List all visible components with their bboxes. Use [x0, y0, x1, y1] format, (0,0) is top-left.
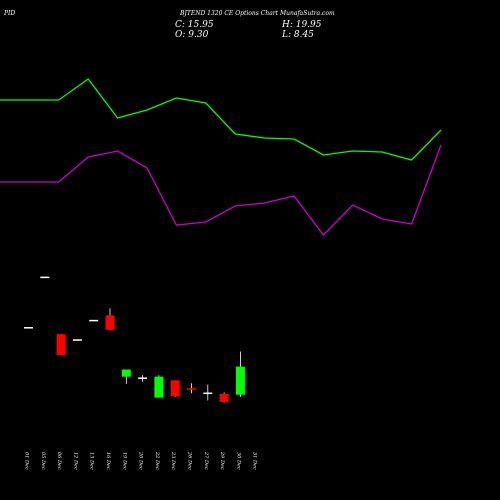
candle	[219, 392, 229, 403]
x-tick-label: 29 Dec	[219, 451, 225, 470]
x-tick-label: 13 Dec	[89, 452, 95, 470]
candle-body	[170, 380, 180, 397]
open-value: O: 9.30	[175, 30, 209, 40]
candle-body	[154, 376, 164, 398]
x-axis-labels: 01 Dec 05 Dec 06 Dec 12 Dec 13 Dec 16 Dec 19 D…	[24, 451, 258, 470]
candle-body	[89, 319, 99, 322]
x-tick-label: 06 Dec	[56, 452, 62, 470]
candle	[105, 308, 115, 330]
candle	[89, 319, 99, 322]
candle	[56, 334, 66, 356]
x-tick-label: 01 Dec	[24, 452, 30, 470]
candles	[24, 276, 245, 403]
x-tick-label: 23 Dec	[170, 451, 176, 470]
x-tick-label: 30 Dec	[235, 452, 241, 470]
x-tick-label: 22 Dec	[154, 451, 160, 470]
candle-body	[187, 388, 196, 390]
candle-body	[219, 394, 229, 402]
candle	[72, 339, 82, 341]
lower-band-line	[0, 144, 442, 236]
x-tick-label: 26 Dec	[187, 451, 193, 470]
candle-body	[138, 377, 148, 379]
low-value: L: 8.45	[281, 30, 314, 40]
candle	[121, 369, 131, 384]
candle	[24, 327, 33, 329]
indicator-lines	[0, 78, 442, 236]
candle	[40, 276, 50, 279]
upper-band-line	[0, 78, 442, 161]
x-tick-label: 27 Dec	[203, 451, 209, 470]
x-tick-label: 05 Dec	[40, 452, 46, 470]
candle-body	[121, 369, 131, 377]
candle	[187, 383, 196, 394]
candle-body	[56, 334, 66, 356]
chart-symbol: PID	[3, 10, 15, 17]
candle	[235, 351, 245, 397]
candle-body	[40, 276, 50, 279]
candle-body	[72, 339, 82, 341]
close-value: C: 15.95	[175, 20, 214, 30]
candle-body	[235, 366, 245, 395]
candle-body	[105, 315, 115, 330]
candle-body	[24, 327, 33, 329]
candle-body	[203, 392, 213, 395]
chart-title: BJTEND 1320 CE Options Chart MunafaSutra…	[179, 10, 335, 17]
x-tick-label: 20 Dec	[138, 451, 144, 470]
x-tick-label: 16 Dec	[105, 452, 111, 470]
x-tick-label: 12 Dec	[72, 452, 78, 470]
candle	[138, 375, 148, 382]
high-value: H: 19.95	[281, 20, 322, 30]
candle	[203, 384, 213, 401]
x-tick-label: 19 Dec	[121, 452, 127, 470]
candle	[170, 380, 180, 397]
candle	[154, 375, 164, 398]
x-tick-label: 31 Dec	[252, 452, 258, 470]
